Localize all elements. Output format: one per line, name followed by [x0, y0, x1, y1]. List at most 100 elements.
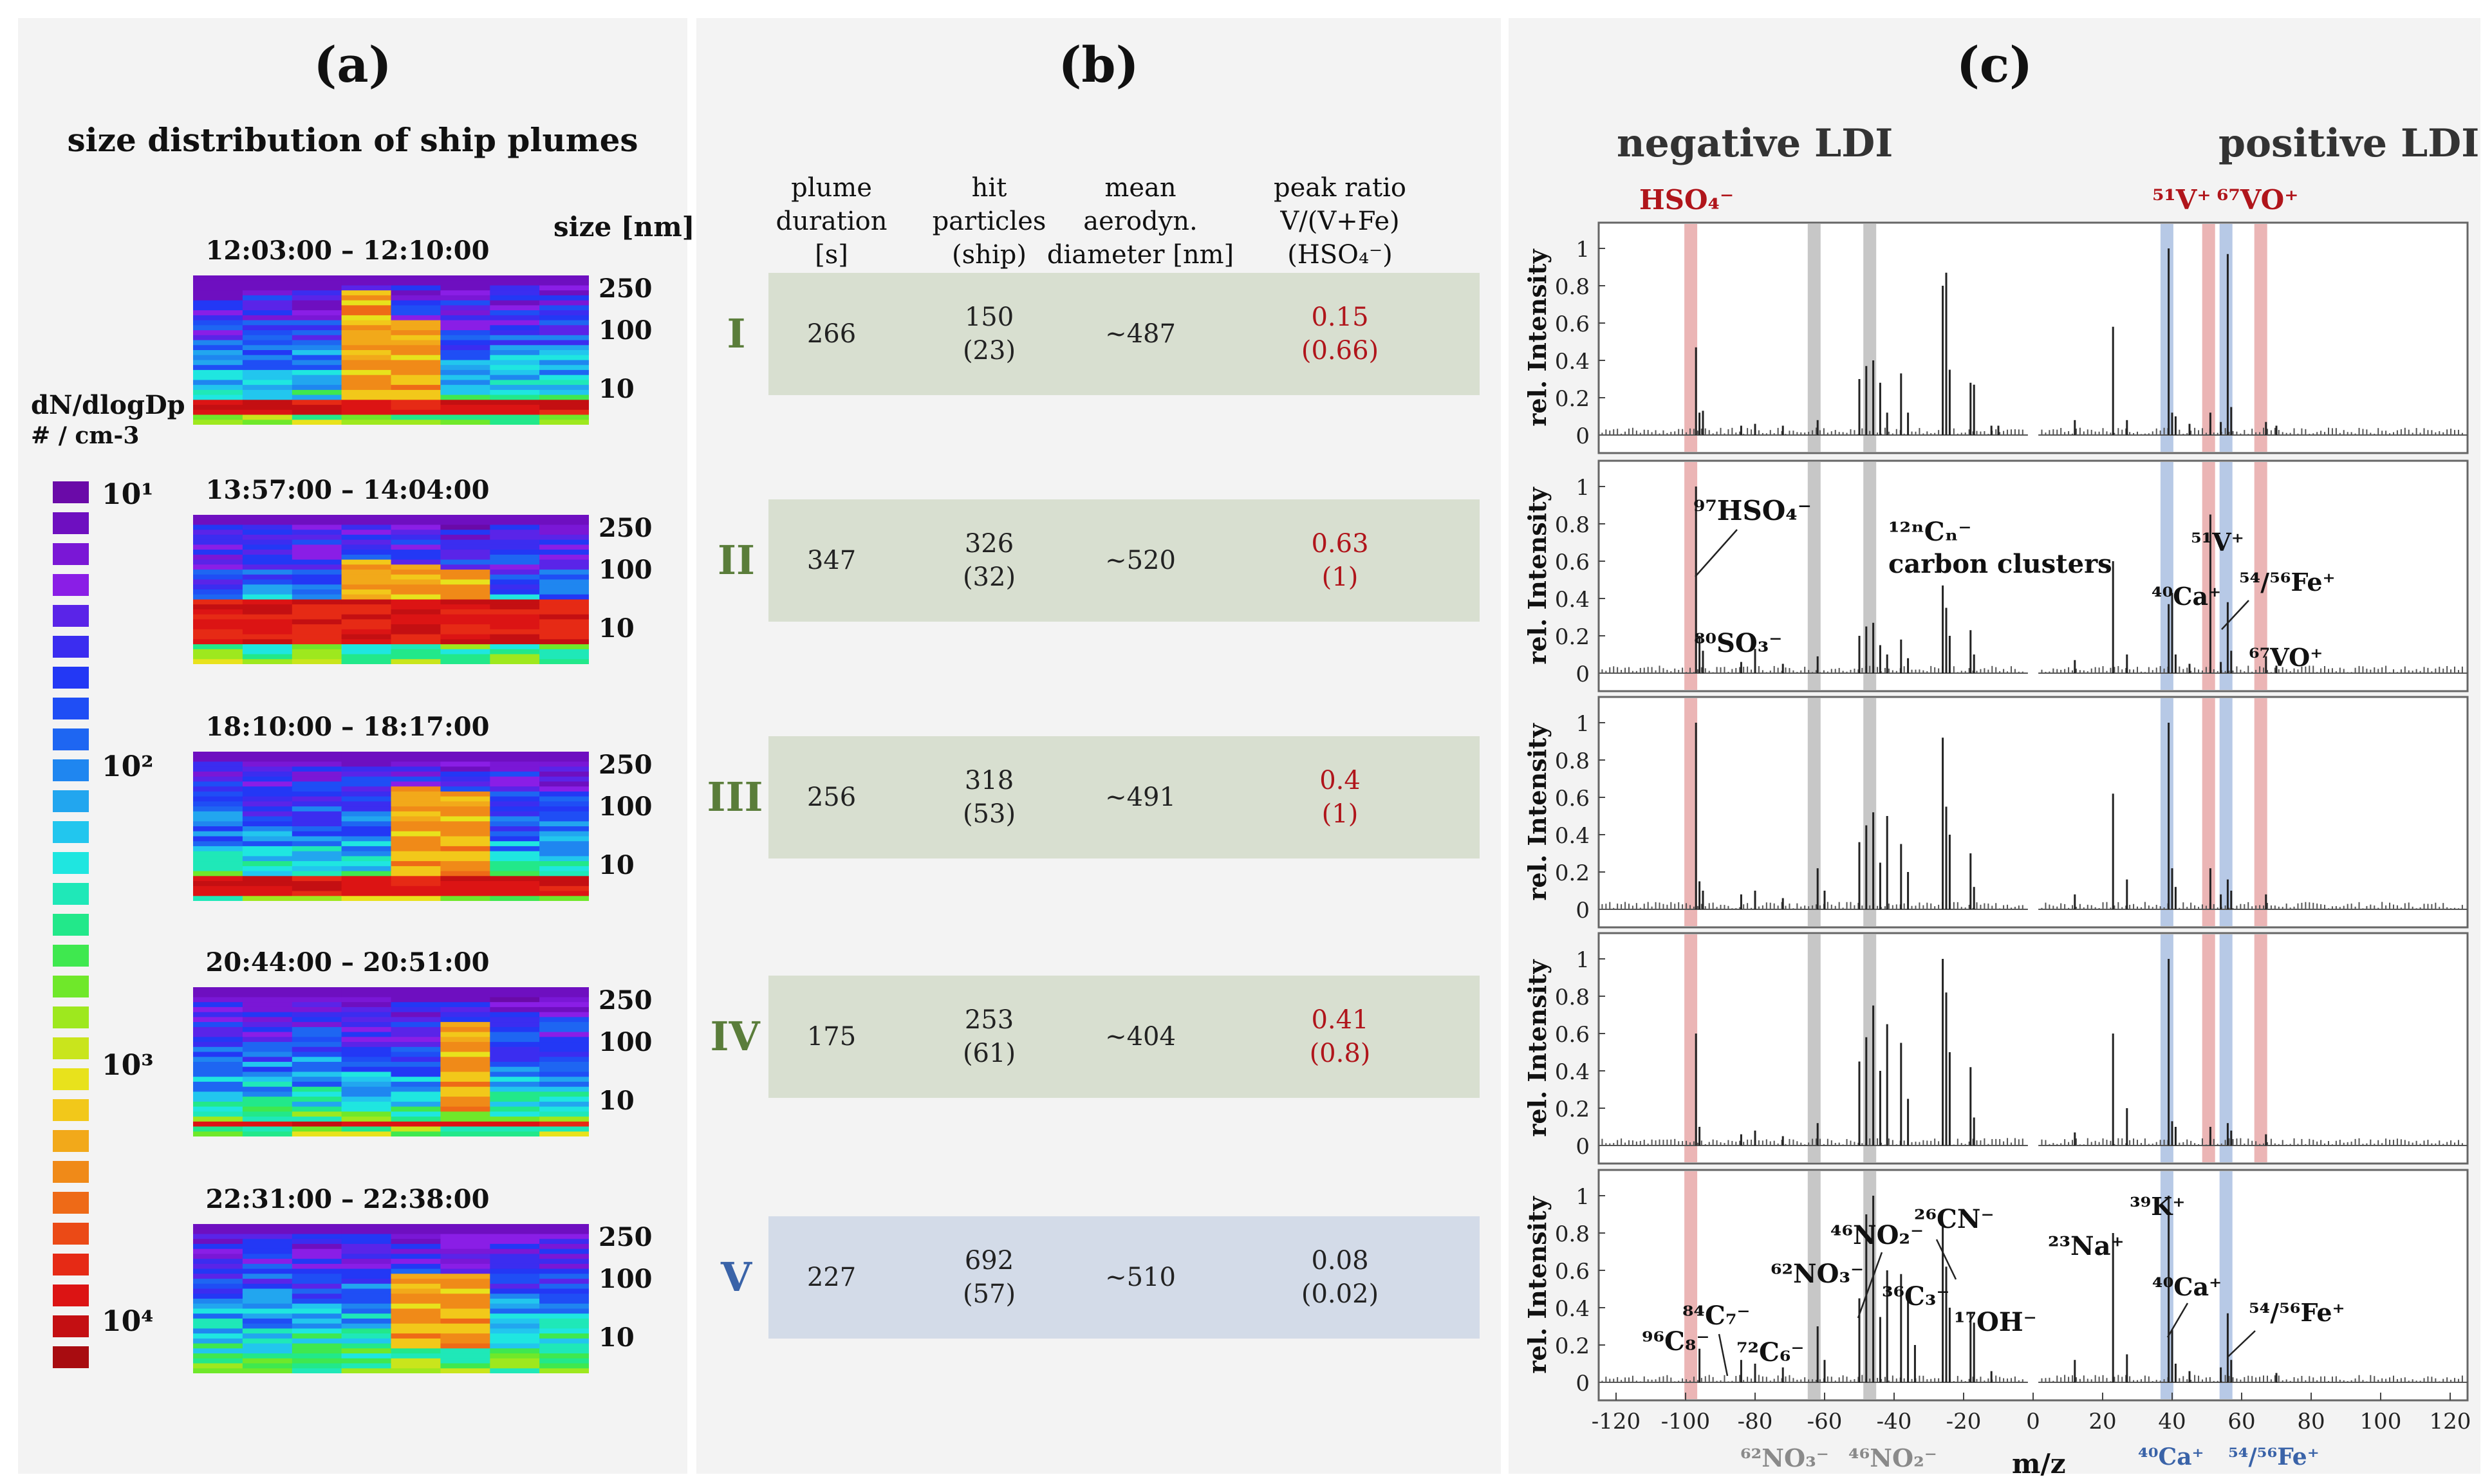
heatmap-cell	[391, 1057, 441, 1062]
heatmap-cell	[490, 550, 540, 555]
heatmap-cell	[292, 1353, 342, 1359]
heatmap-cell	[490, 1268, 540, 1274]
heatmap-cell	[539, 1358, 589, 1364]
heatmap-cell	[440, 414, 490, 420]
heatmap-cell	[341, 325, 392, 331]
heatmap-cell	[292, 579, 342, 585]
heatmap-cell	[341, 771, 392, 777]
table-cell-hits: 692	[964, 1246, 1014, 1275]
heatmap-cell	[193, 599, 243, 605]
plume-id: IV	[710, 1013, 760, 1060]
heatmap-cell	[242, 619, 293, 625]
heatmap-cell	[391, 1052, 441, 1057]
heatmap-cell	[490, 1229, 540, 1234]
heatmap-cell	[193, 771, 243, 777]
panel-c-title: (c)	[1956, 36, 2033, 93]
heatmap-cell	[539, 1121, 589, 1127]
heatmap-cell	[193, 1348, 243, 1354]
heatmap-cell	[539, 1263, 589, 1270]
highlight-band	[2219, 934, 2233, 1162]
heatmap-cell	[391, 1002, 441, 1008]
heatmap-cell	[539, 756, 589, 762]
heatmap-cell	[341, 310, 392, 316]
highlight-band	[1863, 224, 1877, 452]
heatmap-cell	[539, 851, 589, 857]
heatmap-cell	[391, 295, 441, 301]
heatmap-cell	[292, 796, 342, 802]
heatmap-cell	[242, 594, 293, 600]
y-tick-label: 1	[1576, 237, 1590, 263]
heatmap-cell	[440, 1111, 490, 1117]
heatmap-cell	[193, 550, 243, 555]
heatmap-cell	[440, 806, 490, 812]
heatmap-cell	[292, 335, 342, 341]
heatmap-cell	[391, 1318, 441, 1324]
heatmap-cell	[391, 624, 441, 630]
heatmap-cell	[440, 1323, 490, 1329]
heatmap-cell	[242, 997, 293, 1003]
heatmap-cell	[490, 1279, 540, 1285]
heatmap-cell	[193, 609, 243, 615]
heatmap-cell	[440, 629, 490, 635]
heatmap-cell	[193, 1224, 243, 1230]
heatmap-cell	[292, 350, 342, 356]
heatmap-cell	[539, 325, 589, 331]
heatmap-cell	[193, 866, 243, 872]
heatmap-cell	[440, 335, 490, 341]
colorbar-swatch	[53, 821, 89, 843]
heatmap-cell	[341, 579, 392, 585]
heatmap-cell	[341, 1254, 392, 1259]
colorbar-label: dN/dlogDp	[31, 390, 185, 420]
heatmap-cell	[391, 1234, 441, 1239]
heatmap-cell	[391, 1254, 441, 1259]
heatmap-cell	[193, 1117, 243, 1122]
heatmap-cell	[391, 1121, 441, 1127]
heatmap-cell	[292, 414, 342, 420]
heatmap-cell	[490, 1097, 540, 1102]
heatmap-cell	[440, 280, 490, 286]
heatmap-cell	[391, 1368, 441, 1373]
heatmap-cell	[440, 330, 490, 336]
peak-annotation: ⁶²NO₃⁻	[1771, 1259, 1864, 1289]
heatmap-cell	[341, 400, 392, 405]
heatmap-cell	[242, 1091, 293, 1097]
heatmap-cell	[242, 1234, 293, 1239]
spectrum-frame	[1597, 932, 2469, 1165]
heatmap-cell	[341, 654, 392, 660]
heatmap-cell	[242, 1037, 293, 1043]
heatmap-cell	[539, 574, 589, 580]
heatmap-cell	[292, 1323, 342, 1329]
y-tick-label: 0.6	[1555, 550, 1590, 575]
heatmap-cell	[292, 290, 342, 296]
heatmap-cell	[292, 315, 342, 321]
heatmap-cell	[440, 1279, 490, 1285]
heatmap-cell	[242, 1323, 293, 1329]
heatmap-cell	[242, 290, 293, 296]
heatmap-cell	[440, 1263, 490, 1270]
heatmap-cell	[193, 1338, 243, 1344]
heatmap-cell	[539, 649, 589, 655]
heatmap-cell	[490, 325, 540, 331]
heatmap-cell	[242, 385, 293, 391]
heatmap-cell	[292, 644, 342, 650]
heatmap-cell	[242, 629, 293, 635]
heatmap-cell	[242, 325, 293, 331]
heatmap-cell	[242, 579, 293, 585]
heatmap-cell	[391, 310, 441, 316]
heatmap-cell	[292, 1254, 342, 1259]
heatmap-cell	[490, 1283, 540, 1290]
heatmap-cell	[341, 836, 392, 842]
heatmap-cell	[242, 544, 293, 550]
heatmap-cell	[242, 639, 293, 645]
heatmap-cell	[242, 564, 293, 570]
heatmap-cell	[490, 280, 540, 286]
heatmap-cell	[391, 409, 441, 416]
heatmap-cell	[440, 320, 490, 326]
heatmap-cell	[242, 881, 293, 887]
heatmap-cell	[242, 861, 293, 867]
heatmap-cell	[193, 1259, 243, 1265]
heatmap-cell	[193, 1026, 243, 1033]
size-axis-label: size [nm]	[553, 211, 695, 243]
heatmap-cell	[292, 599, 342, 605]
heatmap-cell	[490, 816, 540, 822]
